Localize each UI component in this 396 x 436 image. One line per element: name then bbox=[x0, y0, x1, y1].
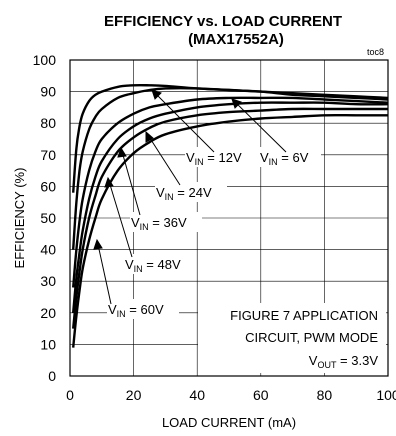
x-tick-label: 100 bbox=[376, 387, 396, 403]
chart-subtitle: (MAX17552A) bbox=[188, 31, 284, 48]
x-tick-label: 0 bbox=[66, 387, 74, 403]
y-tick-label: 0 bbox=[48, 368, 56, 384]
test-conditions-note: FIGURE 7 APPLICATION CIRCUIT, PWM MODE V… bbox=[198, 303, 386, 373]
x-axis-label: LOAD CURRENT (mA) bbox=[162, 415, 296, 430]
y-tick-label: 90 bbox=[40, 84, 56, 100]
series-line-1 bbox=[72, 87, 389, 250]
series-label-6v: VIN = 6V bbox=[259, 147, 321, 167]
y-tick-label: 80 bbox=[40, 115, 56, 131]
note-line-2: CIRCUIT, PWM MODE bbox=[245, 330, 378, 345]
svg-text:VIN = 36V: VIN = 36V bbox=[131, 215, 187, 232]
series-line-5 bbox=[72, 113, 388, 348]
y-axis-label: EFFICIENCY (%) bbox=[12, 168, 27, 269]
series-line-2 bbox=[72, 96, 389, 288]
svg-text:VIN = 6V: VIN = 6V bbox=[260, 150, 309, 167]
x-tick-label: 80 bbox=[317, 387, 333, 403]
figure-tag: toc8 bbox=[367, 47, 384, 57]
y-tick-label: 10 bbox=[40, 336, 56, 352]
series-line-4 bbox=[72, 107, 388, 329]
y-tick-label: 100 bbox=[33, 52, 57, 68]
series-label-36v: VIN = 36V bbox=[130, 212, 202, 232]
y-tick-label: 30 bbox=[40, 273, 56, 289]
series-label-24v: VIN = 24V bbox=[155, 182, 227, 202]
svg-text:VIN = 12V: VIN = 12V bbox=[186, 150, 242, 167]
plot-frame bbox=[69, 59, 389, 377]
y-tick-label: 50 bbox=[40, 210, 56, 226]
svg-text:VIN = 60V: VIN = 60V bbox=[108, 302, 164, 319]
y-tick-label: 60 bbox=[40, 178, 56, 194]
x-tick-label: 60 bbox=[253, 387, 269, 403]
series-lines bbox=[72, 83, 389, 348]
series-label-12v: VIN = 12V bbox=[185, 147, 259, 167]
series-line-0 bbox=[72, 83, 389, 193]
note-line-3: VOUT = 3.3V bbox=[309, 353, 379, 370]
x-tick-labels: 0 20 40 60 80 100 bbox=[66, 387, 396, 403]
x-tick-label: 40 bbox=[189, 387, 205, 403]
series-label-60v: VIN = 60V bbox=[107, 299, 179, 319]
note-line-1: FIGURE 7 APPLICATION bbox=[230, 308, 378, 323]
y-tick-label: 40 bbox=[40, 242, 56, 258]
svg-text:VIN = 48V: VIN = 48V bbox=[125, 257, 181, 274]
label-leaders bbox=[93, 89, 287, 305]
x-tick-label: 20 bbox=[126, 387, 142, 403]
y-tick-label: 20 bbox=[40, 305, 56, 321]
series-line-3 bbox=[72, 101, 389, 313]
y-tick-labels: 0 10 20 30 40 50 60 70 80 90 100 bbox=[33, 52, 57, 384]
svg-text:VIN = 24V: VIN = 24V bbox=[156, 185, 212, 202]
series-label-48v: VIN = 48V bbox=[124, 254, 196, 274]
y-tick-label: 70 bbox=[40, 147, 56, 163]
chart-title: EFFICIENCY vs. LOAD CURRENT bbox=[104, 13, 342, 30]
